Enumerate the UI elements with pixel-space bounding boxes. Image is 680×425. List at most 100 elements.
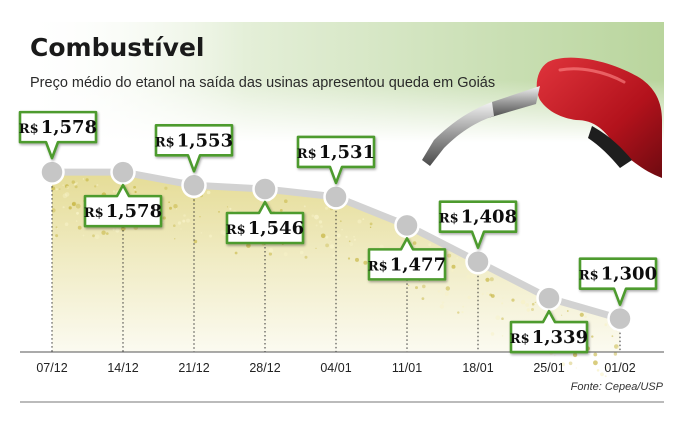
fill-speckle — [554, 354, 556, 357]
fill-speckle — [407, 284, 410, 286]
fill-speckle — [561, 314, 563, 316]
fill-speckle — [415, 286, 418, 290]
fill-speckle — [229, 207, 232, 210]
fill-speckle — [284, 199, 288, 203]
value-label: R$ 1,578 — [18, 110, 98, 160]
value-label-box — [578, 257, 658, 306]
fill-speckle — [339, 220, 342, 223]
value-label-number: 1,408 — [461, 207, 517, 228]
fill-speckle — [347, 257, 351, 260]
fill-speckle — [604, 323, 608, 327]
data-point — [110, 159, 136, 185]
x-tick-label: 04/01 — [320, 361, 351, 375]
fill-speckle — [511, 298, 515, 302]
fill-speckle — [341, 228, 343, 231]
data-point — [465, 248, 491, 275]
fill-speckle — [209, 234, 212, 238]
fill-speckle — [218, 211, 220, 213]
fill-speckle — [268, 252, 272, 256]
fill-speckle — [74, 185, 78, 189]
value-label-box — [367, 237, 447, 281]
data-point — [252, 176, 278, 202]
fill-speckle — [162, 216, 166, 220]
fill-speckle — [355, 257, 359, 262]
value-label-number: 1,578 — [41, 117, 97, 138]
fill-speckle — [447, 253, 452, 258]
value-label-currency: R$ — [368, 259, 388, 274]
fill-speckle — [320, 233, 326, 239]
x-tick-label: 14/12 — [107, 361, 138, 375]
fill-speckle — [353, 235, 355, 238]
fill-speckle — [348, 240, 351, 243]
value-label-number: 1,553 — [177, 130, 233, 151]
data-point — [39, 159, 65, 185]
x-tick-label: 21/12 — [178, 361, 209, 375]
fill-speckle — [457, 311, 460, 314]
fill-speckle — [55, 234, 59, 238]
data-point — [607, 305, 633, 332]
fill-speckle — [566, 310, 569, 312]
x-tick-label: 11/01 — [392, 361, 422, 375]
fill-speckle — [64, 192, 70, 197]
fill-speckle — [485, 277, 490, 282]
fill-speckle — [437, 290, 440, 293]
value-label: R$ 1,553 — [154, 124, 234, 173]
fill-speckle — [330, 241, 332, 243]
fill-speckle — [59, 188, 61, 190]
fill-speckle — [75, 203, 81, 209]
data-point — [536, 285, 562, 311]
fill-speckle — [451, 264, 456, 269]
fill-speckle — [412, 241, 417, 245]
chart-title: Combustível — [30, 33, 205, 62]
fill-speckle — [358, 262, 362, 266]
value-label: R$ 1,546 — [225, 200, 305, 245]
fill-speckle — [526, 308, 530, 312]
fill-speckle — [534, 301, 536, 303]
fill-speckle — [593, 360, 598, 366]
value-label-currency: R$ — [84, 206, 104, 221]
fill-speckle — [481, 292, 484, 296]
value-label-currency: R$ — [439, 212, 459, 227]
fill-speckle — [96, 184, 99, 186]
fill-speckle — [55, 188, 59, 191]
fill-speckle — [112, 190, 116, 193]
fill-speckle — [115, 228, 120, 233]
fill-speckle — [363, 260, 368, 265]
value-label-currency: R$ — [510, 332, 530, 347]
fill-speckle — [77, 225, 82, 230]
fill-speckle — [489, 277, 494, 282]
x-tick-labels: 07/12 14/12 21/12 28/12 04/01 11/01 18/01 25/01… — [36, 361, 635, 375]
fill-speckle — [461, 311, 464, 314]
value-label-box — [154, 124, 234, 173]
value-label-text: R$ 1,553 — [155, 130, 233, 151]
fill-speckle — [68, 206, 72, 210]
fill-speckle — [133, 185, 137, 189]
fill-speckle — [353, 238, 356, 241]
value-label-currency: R$ — [19, 122, 39, 137]
value-label-text: R$ 1,408 — [439, 207, 517, 228]
fill-speckle — [501, 335, 504, 337]
fill-speckle — [422, 284, 426, 289]
fill-speckle — [120, 226, 126, 232]
fill-speckle — [501, 317, 504, 321]
value-label-currency: R$ — [226, 223, 246, 238]
fill-speckle — [596, 369, 600, 372]
value-label-number: 1,300 — [601, 264, 657, 285]
fill-speckle — [94, 234, 100, 240]
fill-speckle — [325, 243, 329, 248]
value-label: R$ 1,578 — [83, 183, 163, 228]
fill-speckle — [490, 294, 495, 298]
fill-speckle — [502, 297, 504, 299]
data-point — [323, 184, 349, 210]
fill-speckle — [62, 193, 68, 199]
fill-speckle — [604, 375, 607, 378]
fill-speckle — [605, 366, 608, 369]
fill-speckle — [349, 242, 354, 246]
fill-speckle — [421, 297, 425, 300]
value-label-number: 1,339 — [532, 327, 588, 348]
fill-speckle — [451, 269, 454, 272]
fill-speckle — [332, 254, 336, 258]
fill-speckle — [428, 243, 432, 247]
fill-speckle — [531, 302, 535, 306]
